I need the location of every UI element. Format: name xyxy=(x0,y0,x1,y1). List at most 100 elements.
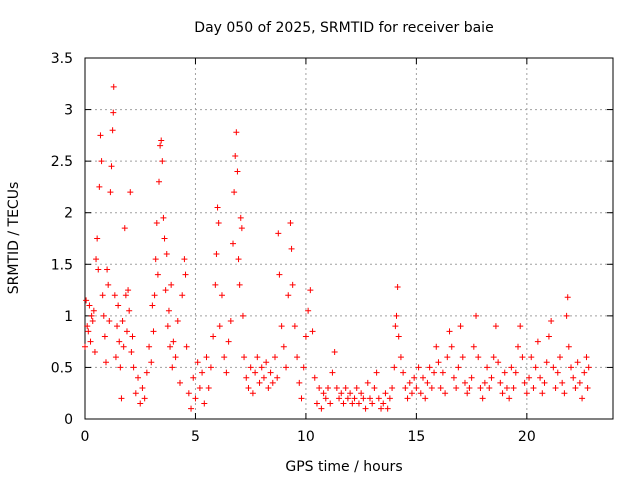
data-point xyxy=(283,364,290,371)
data-point xyxy=(488,374,495,381)
data-point xyxy=(468,374,475,381)
data-point xyxy=(435,359,442,366)
data-point xyxy=(583,354,590,361)
data-point xyxy=(563,312,570,319)
data-point xyxy=(532,364,539,371)
y-tick-label: 1.5 xyxy=(51,257,73,273)
data-point xyxy=(433,343,440,350)
data-point xyxy=(400,369,407,376)
data-point xyxy=(154,271,161,278)
data-point xyxy=(122,292,129,299)
data-point xyxy=(475,354,482,361)
data-point xyxy=(561,390,568,397)
data-point xyxy=(130,364,137,371)
data-point xyxy=(338,390,345,397)
data-point xyxy=(194,359,201,366)
data-point xyxy=(129,333,136,340)
data-point xyxy=(570,374,577,381)
data-point xyxy=(404,395,411,402)
data-point xyxy=(89,318,96,325)
data-point xyxy=(424,379,431,386)
data-point xyxy=(442,390,449,397)
data-point xyxy=(168,281,175,288)
data-point xyxy=(150,328,157,335)
data-point xyxy=(161,235,168,242)
x-axis: 0 5 10 15 20 xyxy=(81,58,536,445)
data-point xyxy=(392,323,399,330)
data-point xyxy=(351,395,358,402)
data-point xyxy=(185,390,192,397)
data-point xyxy=(548,318,555,325)
data-point xyxy=(369,400,376,407)
data-point xyxy=(280,343,287,350)
data-point xyxy=(160,214,167,221)
data-point xyxy=(477,385,484,392)
data-point xyxy=(213,250,220,257)
data-point xyxy=(167,343,174,350)
data-point xyxy=(459,354,466,361)
y-tick-label: 2 xyxy=(64,206,73,222)
x-tick-label: 15 xyxy=(407,429,425,445)
data-point xyxy=(336,395,343,402)
data-point xyxy=(552,385,559,392)
data-point xyxy=(116,338,123,345)
data-point xyxy=(307,287,314,294)
data-point xyxy=(481,379,488,386)
data-points xyxy=(82,83,592,412)
data-point xyxy=(358,390,365,397)
data-point xyxy=(221,354,228,361)
data-point xyxy=(210,333,217,340)
data-point xyxy=(565,343,572,350)
data-point xyxy=(543,359,550,366)
data-point xyxy=(152,256,159,263)
data-point xyxy=(554,369,561,376)
data-point xyxy=(267,369,274,376)
data-point xyxy=(541,379,548,386)
data-point xyxy=(397,354,404,361)
data-point xyxy=(132,390,139,397)
data-point xyxy=(125,287,132,294)
data-point xyxy=(91,348,98,355)
data-point xyxy=(393,312,400,319)
data-point xyxy=(88,312,95,319)
data-point xyxy=(501,369,508,376)
data-point xyxy=(395,333,402,340)
x-tick-label: 0 xyxy=(81,429,90,445)
data-point xyxy=(236,281,243,288)
data-point xyxy=(114,323,121,330)
data-point xyxy=(448,343,455,350)
data-point xyxy=(232,152,239,159)
data-point xyxy=(450,374,457,381)
data-point xyxy=(446,328,453,335)
x-axis-title: GPS time / hours xyxy=(285,459,402,475)
data-point xyxy=(238,225,245,232)
data-point xyxy=(373,369,380,376)
data-point xyxy=(274,374,281,381)
plot-frame xyxy=(84,57,614,420)
data-point xyxy=(380,400,387,407)
data-point xyxy=(585,364,592,371)
data-point xyxy=(411,374,418,381)
data-point xyxy=(515,343,522,350)
data-point xyxy=(402,385,409,392)
data-point xyxy=(99,292,106,299)
data-point xyxy=(172,354,179,361)
data-point xyxy=(574,359,581,366)
data-point xyxy=(227,318,234,325)
data-point xyxy=(162,287,169,294)
data-point xyxy=(120,343,127,350)
data-point xyxy=(415,364,422,371)
data-point xyxy=(165,307,172,314)
data-point xyxy=(254,354,261,361)
data-point xyxy=(519,354,526,361)
data-point xyxy=(584,385,591,392)
data-point xyxy=(579,395,586,402)
data-point xyxy=(503,385,510,392)
data-point xyxy=(508,364,515,371)
data-point xyxy=(329,369,336,376)
data-point xyxy=(320,390,327,397)
data-point xyxy=(420,374,427,381)
data-point xyxy=(340,400,347,407)
data-point xyxy=(276,271,283,278)
data-point xyxy=(190,374,197,381)
